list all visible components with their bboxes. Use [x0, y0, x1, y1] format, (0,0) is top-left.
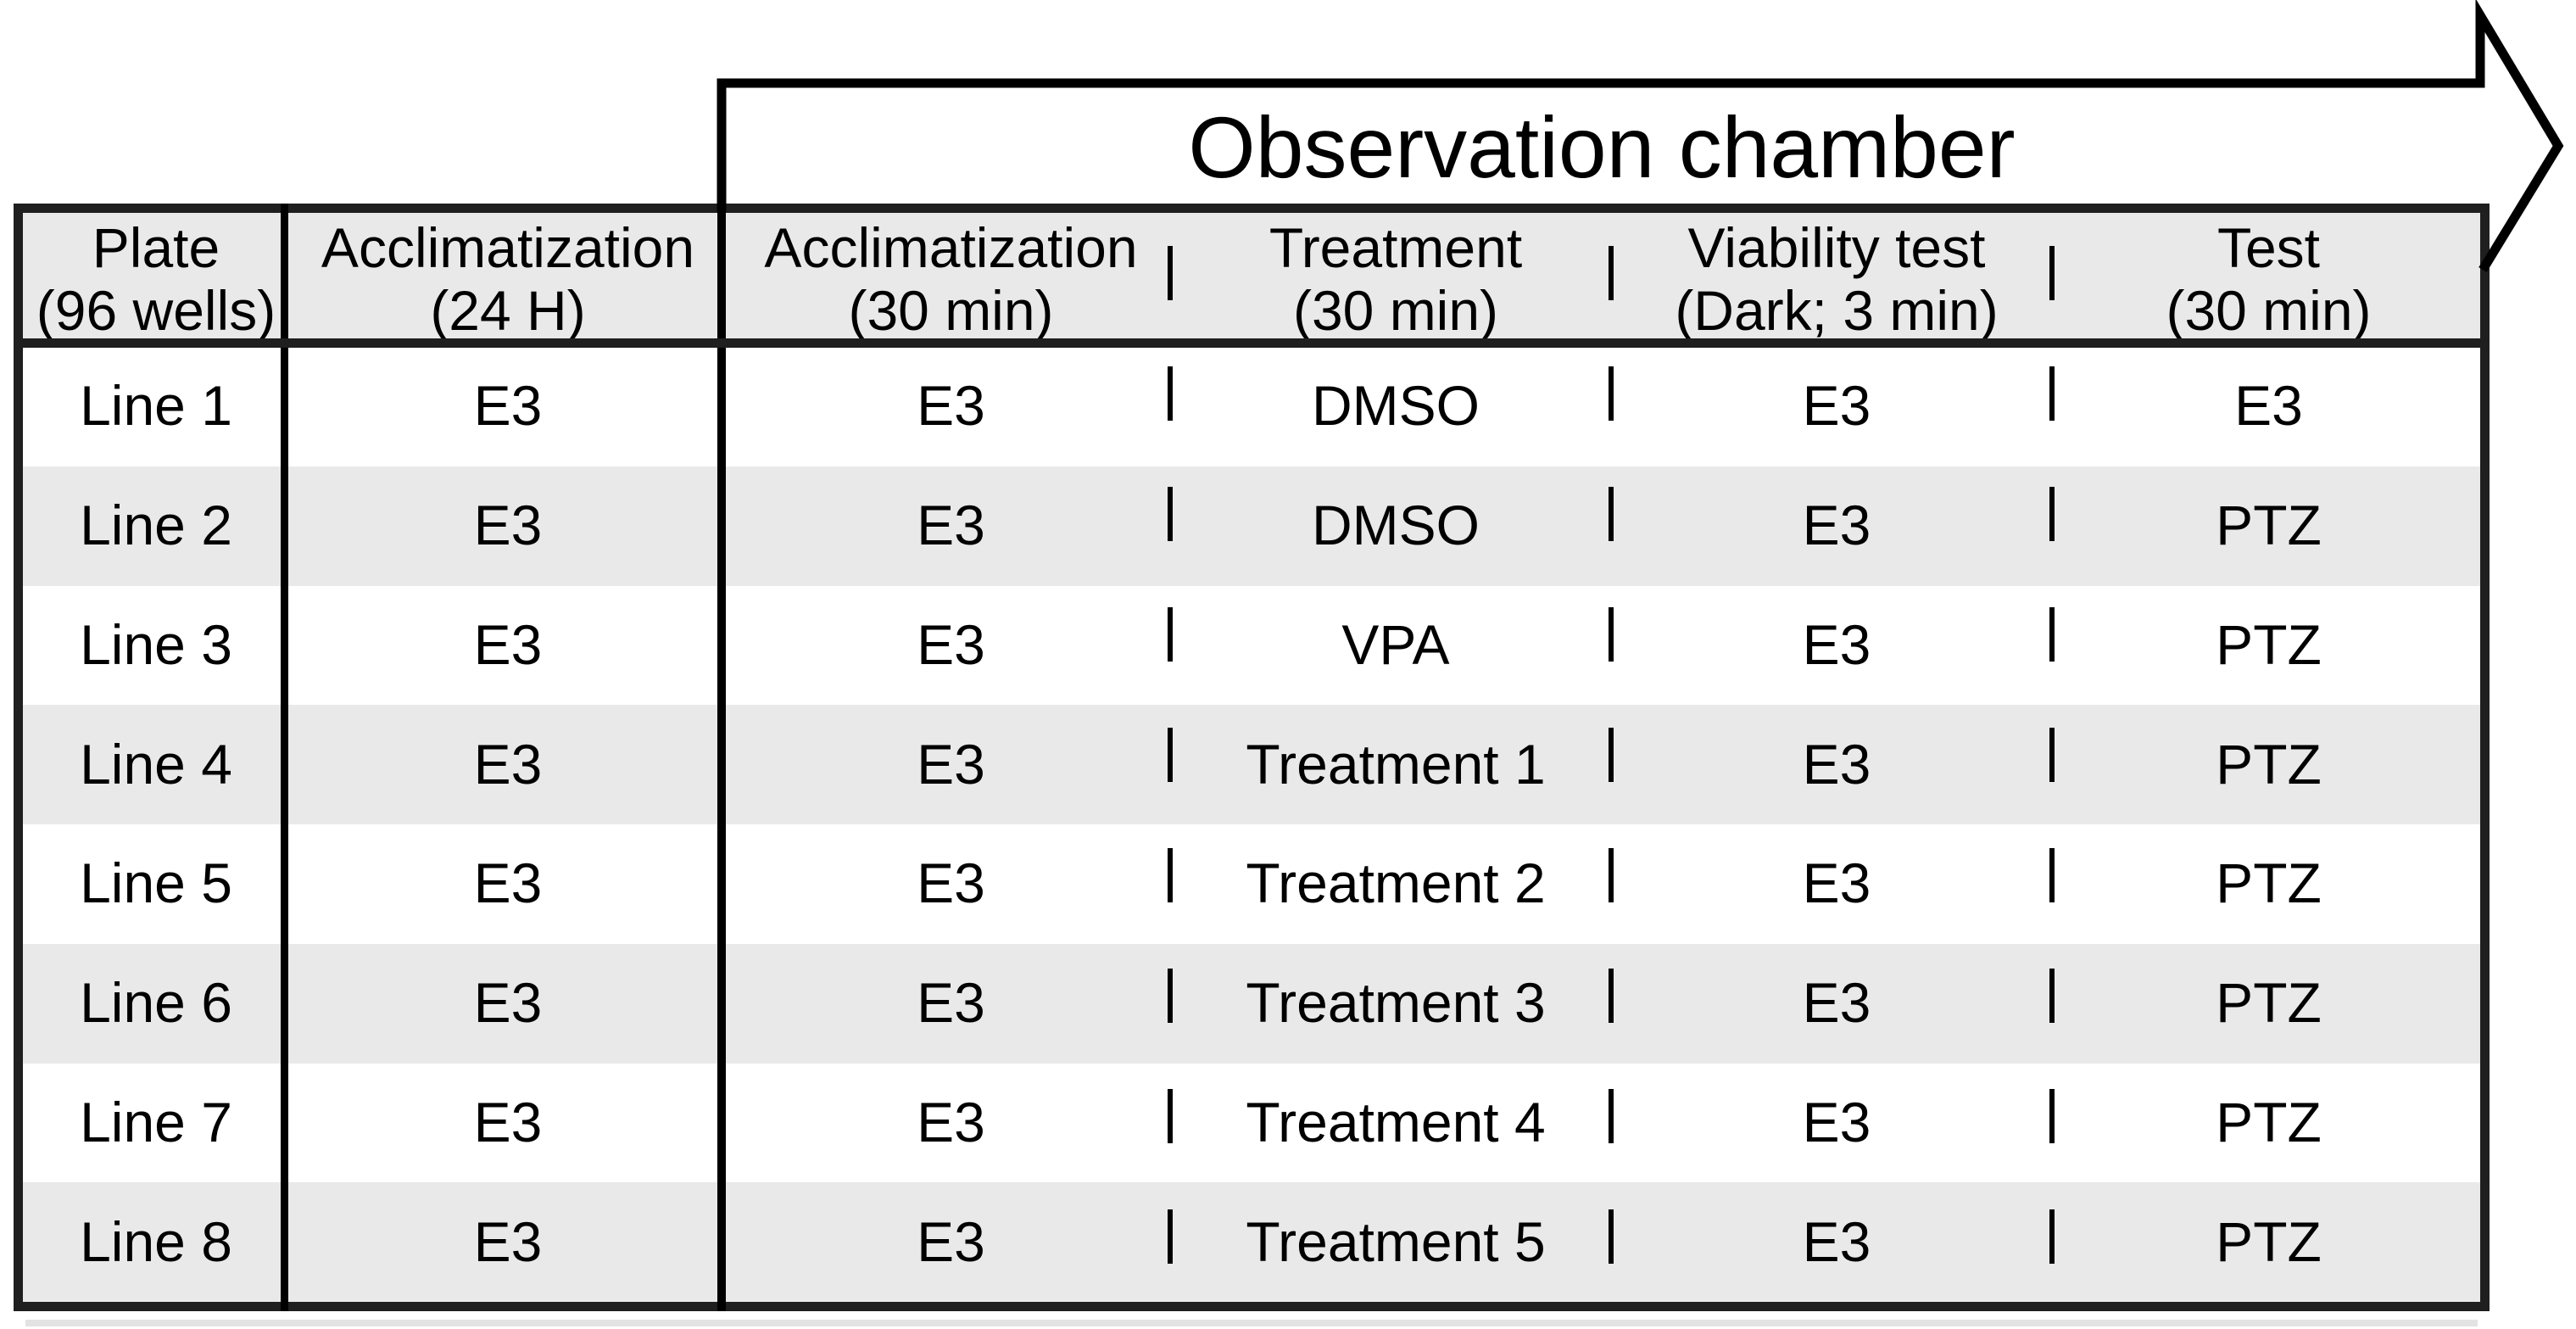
table-cell: E3 — [727, 824, 1175, 944]
table-cell: Treatment 4 — [1175, 1063, 1616, 1183]
column-divider-observation-chamber — [717, 204, 726, 1311]
table-cell: DMSO — [1175, 347, 1616, 466]
table-cell: E3 — [1616, 824, 2057, 944]
table-cell: Treatment 5 — [1175, 1182, 1616, 1302]
table-cell: E3 — [289, 585, 727, 706]
column-divider-plate — [281, 204, 288, 1311]
table-cell: E3 — [289, 347, 727, 466]
table-cell: E3 — [1616, 347, 2057, 466]
header-line1: Acclimatization — [764, 216, 1138, 280]
table-cell: Line 3 — [23, 585, 289, 706]
table-cell: Line 1 — [23, 347, 289, 466]
table-cell: E3 — [1616, 1182, 2057, 1302]
table-cell: E3 — [727, 347, 1175, 466]
table-cell: E3 — [727, 943, 1175, 1064]
table-cell: DMSO — [1175, 466, 1616, 586]
dashed-divider-test — [2049, 213, 2055, 1302]
header-line2: (96 wells) — [36, 279, 276, 342]
table-cell: Line 8 — [23, 1182, 289, 1302]
dashed-divider-viability — [1609, 213, 1614, 1302]
table-cell: E3 — [289, 1182, 727, 1302]
table-cell: E3 — [1616, 466, 2057, 586]
table-cell: PTZ — [2057, 824, 2480, 944]
table-cell: E3 — [289, 1063, 727, 1183]
table-cell: E3 — [1616, 705, 2057, 824]
column-header-treatment: Treatment (30 min) — [1175, 213, 1616, 347]
table-cell: Treatment 2 — [1175, 824, 1616, 944]
table-cell: E3 — [1616, 943, 2057, 1064]
header-line2: (Dark; 3 min) — [1675, 279, 1999, 342]
table-cell: E3 — [727, 585, 1175, 706]
table-cell: E3 — [727, 705, 1175, 824]
header-line1: Treatment — [1268, 216, 1523, 280]
header-line1: Acclimatization — [321, 216, 695, 280]
table-cell: E3 — [727, 1182, 1175, 1302]
table-cell: Treatment 3 — [1175, 943, 1616, 1064]
column-header-viability-test: Viability test (Dark; 3 min) — [1616, 213, 2057, 347]
protocol-table: Plate (96 wells) Acclimatization (24 H) … — [14, 204, 2490, 1311]
header-line2: (30 min) — [1292, 279, 1499, 342]
table-cell: VPA — [1175, 585, 1616, 706]
header-line1: Test — [2216, 216, 2321, 280]
table-cell: Line 7 — [23, 1063, 289, 1183]
table-cell: PTZ — [2057, 585, 2480, 706]
table-cell: E3 — [289, 705, 727, 824]
table-cell: Line 4 — [23, 705, 289, 824]
table-bottom-shadow — [25, 1320, 2478, 1326]
table-cell: Line 5 — [23, 824, 289, 944]
table-cell: E3 — [2057, 347, 2480, 466]
header-line2: (30 min) — [2166, 279, 2372, 342]
table-cell: Line 6 — [23, 943, 289, 1064]
table-cell: E3 — [727, 1063, 1175, 1183]
table-cell: PTZ — [2057, 466, 2480, 586]
table-cell: E3 — [1616, 585, 2057, 706]
observation-chamber-label: Observation chamber — [1188, 99, 2016, 196]
table-cell: E3 — [289, 466, 727, 586]
table-cell: E3 — [289, 943, 727, 1064]
table-cell: E3 — [1616, 1063, 2057, 1183]
table-cell: PTZ — [2057, 705, 2480, 824]
column-header-acclimatization-24h: Acclimatization (24 H) — [289, 213, 727, 347]
table-cell: E3 — [289, 824, 727, 944]
column-header-plate: Plate (96 wells) — [23, 213, 289, 347]
table-cell: Line 2 — [23, 466, 289, 586]
column-header-test: Test (30 min) — [2057, 213, 2480, 347]
table-cell: E3 — [727, 466, 1175, 586]
table-cell: Treatment 1 — [1175, 705, 1616, 824]
dashed-divider-treatment — [1168, 213, 1173, 1302]
table-cell: PTZ — [2057, 1182, 2480, 1302]
header-line2: (30 min) — [848, 279, 1054, 342]
table-cell: PTZ — [2057, 943, 2480, 1064]
header-line2: (24 H) — [430, 279, 586, 342]
table-cell: PTZ — [2057, 1063, 2480, 1183]
header-line1: Viability test — [1687, 216, 1986, 280]
header-separator-line — [14, 338, 2490, 348]
header-line1: Plate — [92, 216, 220, 280]
column-header-acclimatization-30min: Acclimatization (30 min) — [727, 213, 1175, 347]
